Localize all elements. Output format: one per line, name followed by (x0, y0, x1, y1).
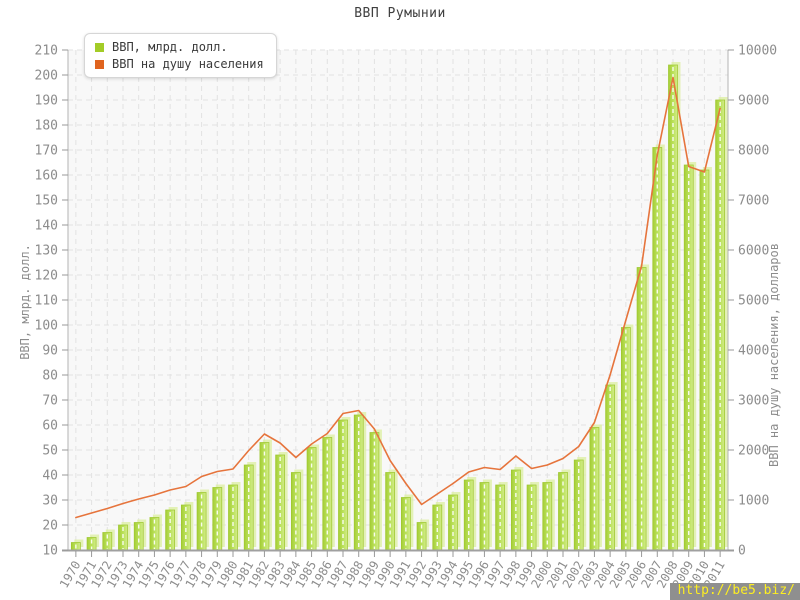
left-axis-tick-label: 50 (42, 444, 58, 459)
left-axis-tick-label: 190 (35, 94, 58, 109)
left-axis-tick-label: 80 (42, 369, 58, 384)
left-axis-tick-label: 120 (35, 269, 58, 284)
legend-label-per-capita: ВВП на душу населения (112, 57, 264, 71)
right-axis-tick-label: 9000 (738, 94, 769, 109)
left-axis-tick-label: 10 (42, 544, 58, 559)
left-axis-tick-label: 140 (35, 219, 58, 234)
watermark-link[interactable]: http://be5.biz/ (669, 583, 800, 600)
gdp-bar-2010 (699, 169, 710, 551)
left-axis-tick-label: 200 (35, 69, 58, 84)
left-axis-tick-label: 130 (35, 244, 58, 259)
right-axis-tick-label: 0 (738, 544, 746, 559)
left-axis-tick-label: 170 (35, 144, 58, 159)
legend: ВВП, млрд. долл. ВВП на душу населения (84, 33, 277, 78)
legend-label-gdp: ВВП, млрд. долл. (112, 40, 228, 54)
legend-item-gdp: ВВП, млрд. долл. (95, 40, 264, 54)
gdp-bar-1978 (196, 492, 207, 551)
right-axis-tick-label: 7000 (738, 194, 769, 209)
left-axis-tick-label: 90 (42, 344, 58, 359)
right-axis-tick-label: 2000 (738, 444, 769, 459)
right-axis-title: ВВП на душу населения, долларов (767, 243, 781, 467)
right-axis-tick-label: 3000 (738, 394, 769, 409)
gdp-series-swatch-icon (95, 42, 104, 52)
per-capita-series-swatch-icon (95, 59, 104, 69)
per-capita-line (75, 76, 721, 519)
right-axis-tick-label: 1000 (738, 494, 769, 509)
left-axis-tick-label: 180 (35, 119, 58, 134)
left-axis-tick-label: 40 (42, 469, 58, 484)
left-axis-tick-label: 20 (42, 519, 58, 534)
left-axis-tick-label: 110 (35, 294, 58, 309)
left-axis-tick-label: 70 (42, 394, 58, 409)
right-axis-tick-label: 5000 (738, 294, 769, 309)
right-axis-tick-label: 4000 (738, 344, 769, 359)
right-axis-tick-label: 6000 (738, 244, 769, 259)
left-axis-tick-label: 60 (42, 419, 58, 434)
left-axis-tick-label: 30 (42, 494, 58, 509)
left-axis-tick-label: 210 (35, 44, 58, 59)
right-axis-tick-label: 10000 (738, 44, 777, 59)
right-axis-tick-label: 8000 (738, 144, 769, 159)
left-axis-title: ВВП, млрд. долл. (18, 244, 32, 360)
left-axis-tick-label: 150 (35, 194, 58, 209)
legend-item-per-capita: ВВП на душу населения (95, 57, 264, 71)
left-axis-tick-label: 160 (35, 169, 58, 184)
left-axis-tick-label: 100 (35, 319, 58, 334)
chart-title: ВВП Румынии (354, 6, 446, 21)
